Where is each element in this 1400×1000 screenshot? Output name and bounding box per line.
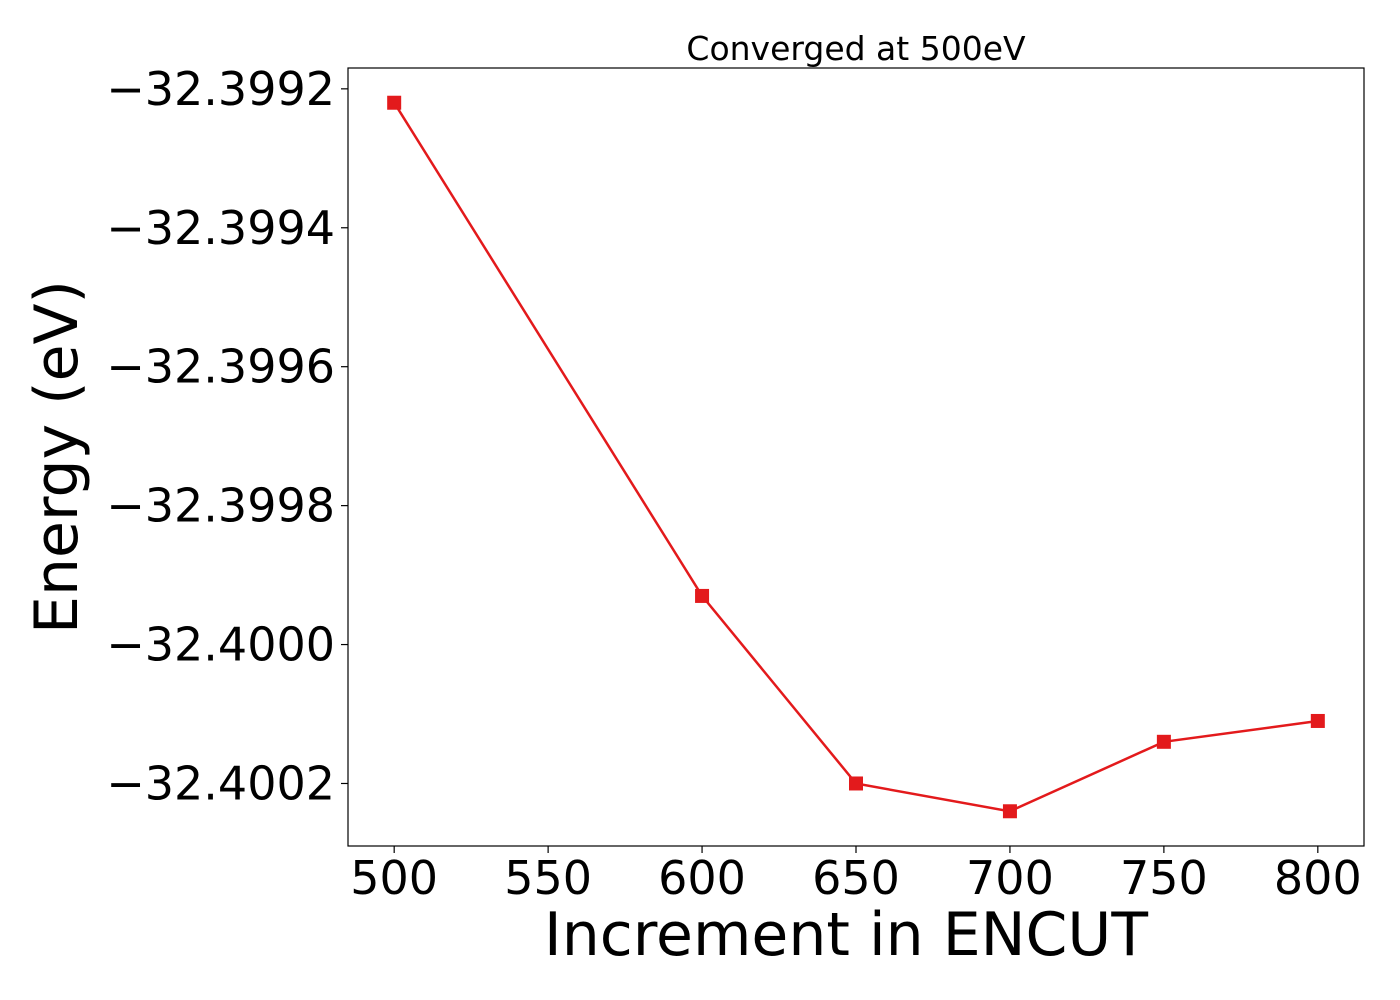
y-tick-label: −32.3992 bbox=[106, 62, 335, 116]
data-point-marker bbox=[387, 95, 402, 110]
data-point-marker bbox=[695, 588, 710, 603]
plot-area bbox=[348, 68, 1364, 846]
x-tick-label: 500 bbox=[350, 851, 438, 905]
series-line bbox=[393, 102, 1318, 813]
y-tick-label: −32.3996 bbox=[106, 340, 335, 394]
plot-frame bbox=[347, 67, 1365, 847]
data-point-marker bbox=[1310, 713, 1325, 728]
x-axis-label: Increment in ENCUT bbox=[544, 900, 1148, 970]
x-tick-label: 700 bbox=[966, 851, 1054, 905]
y-axis: −32.3992 −32.3994 −32.3996 −32.3998 −32.4000… bbox=[106, 62, 348, 810]
x-tick-label: 650 bbox=[812, 851, 900, 905]
x-tick-label: 750 bbox=[1120, 851, 1208, 905]
chart-title: Converged at 500eV bbox=[686, 29, 1026, 68]
x-tick-label: 600 bbox=[658, 851, 746, 905]
y-tick-label: −32.4002 bbox=[106, 756, 335, 810]
y-tick-label: −32.4000 bbox=[106, 618, 335, 672]
data-point-marker bbox=[1156, 734, 1171, 749]
y-axis-label: Energy (eV) bbox=[22, 280, 92, 634]
series-layer bbox=[387, 95, 1325, 819]
x-axis: 500 550 600 650 700 750 800 bbox=[350, 846, 1362, 905]
x-tick-label: 800 bbox=[1274, 851, 1362, 905]
data-point-marker bbox=[1002, 804, 1017, 819]
y-tick-label: −32.3998 bbox=[106, 479, 335, 533]
y-tick-label: −32.3994 bbox=[106, 201, 335, 255]
data-point-marker bbox=[849, 776, 863, 791]
x-tick-label: 550 bbox=[504, 851, 592, 905]
